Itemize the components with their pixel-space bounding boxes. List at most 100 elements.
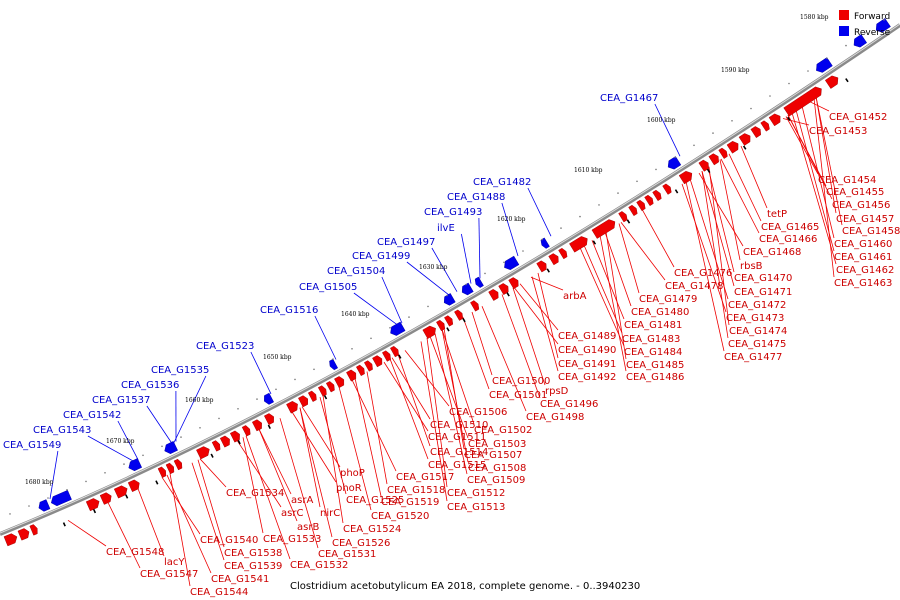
forward-gene-label: CEA_G1458 — [842, 226, 900, 237]
reverse-gene-label: CEA_G1493 — [424, 207, 482, 218]
kbp-minor-tick — [807, 70, 809, 72]
forward-leader-line — [366, 371, 388, 485]
forward-gene-label: CEA_G1456 — [832, 200, 890, 211]
forward-leader-line — [681, 183, 727, 313]
forward-gene-label: CEA_G1489 — [558, 331, 616, 342]
svg-text:CEA_G1471: CEA_G1471 — [734, 287, 792, 298]
svg-text:CEA_G1497: CEA_G1497 — [377, 237, 435, 248]
svg-text:CEA_G1519: CEA_G1519 — [381, 497, 439, 508]
reverse-gene-arrow — [390, 321, 406, 336]
svg-text:CEA_G1504: CEA_G1504 — [327, 266, 385, 277]
svg-text:CEA_G1467: CEA_G1467 — [600, 93, 658, 104]
legend-forward-swatch — [839, 10, 849, 20]
svg-text:tetP: tetP — [767, 209, 787, 220]
kbp-minor-tick — [655, 168, 657, 171]
forward-gene-arrow — [298, 395, 308, 408]
forward-leader-line — [808, 100, 830, 112]
reverse-gene-label: CEA_G1537 — [92, 395, 150, 406]
kbp-minor-tick — [256, 398, 258, 400]
reverse-gene-label: CEA_G1504 — [327, 266, 385, 277]
kbp-minor-tick — [123, 463, 125, 465]
forward-leader-line — [740, 145, 768, 209]
forward-leader-line — [434, 333, 468, 475]
forward-gene-label: CEA_G1531 — [318, 549, 376, 560]
forward-leader-line — [319, 396, 347, 495]
forward-gene-arrow — [325, 381, 335, 393]
forward-gene-arrow — [382, 350, 391, 362]
forward-gene-label: CEA_G1492 — [558, 372, 616, 383]
svg-text:CEA_G1509: CEA_G1509 — [467, 475, 525, 486]
forward-gene-label: CEA_G1476 — [674, 268, 732, 279]
reverse-gene-arrow — [329, 358, 339, 371]
kbp-minor-tick — [389, 327, 391, 329]
forward-gene-arrow — [307, 390, 317, 402]
forward-gene-label: CEA_G1514 — [430, 447, 488, 458]
forward-gene-label: CEA_G1534 — [226, 488, 284, 499]
forward-gene-label: CEA_G1465 — [761, 222, 819, 233]
forward-leader-line — [813, 97, 835, 278]
legend: Forward Reverse — [839, 10, 891, 38]
svg-text:CEA_G1539: CEA_G1539 — [224, 561, 282, 572]
kbp-tick-label: 1600 kbp — [647, 117, 676, 124]
kbp-minor-tick — [788, 82, 790, 85]
forward-gene-arrow — [127, 479, 140, 492]
forward-gene-label: CEA_G1515 — [428, 460, 486, 471]
svg-text:CEA_G1547: CEA_G1547 — [140, 569, 198, 580]
svg-text:CEA_G1517: CEA_G1517 — [396, 472, 454, 483]
forward-leader-line — [199, 458, 227, 488]
svg-text:CEA_G1534: CEA_G1534 — [226, 488, 284, 499]
svg-text:CEA_G1503: CEA_G1503 — [468, 439, 526, 450]
feature-mark — [706, 168, 711, 173]
forward-gene-label: CEA_G1490 — [558, 345, 616, 356]
kbp-minor-tick — [294, 378, 296, 381]
kbp-tick-label: 1610 kbp — [574, 167, 603, 174]
kbp-minor-tick — [66, 489, 68, 491]
forward-gene-arrow — [698, 159, 709, 172]
forward-leader-line — [236, 440, 282, 508]
forward-leader-line — [322, 395, 344, 524]
forward-gene-arrow — [3, 533, 18, 547]
forward-gene-label: CEA_G1544 — [190, 587, 248, 598]
forward-leader-line — [462, 317, 490, 390]
feature-mark — [92, 508, 97, 514]
kbp-minor-tick — [85, 480, 87, 483]
forward-leader-line — [701, 170, 735, 287]
forward-gene-label: CEA_G1470 — [734, 273, 792, 284]
svg-text:CEA_G1499: CEA_G1499 — [352, 251, 410, 262]
reverse-gene-arrow — [51, 490, 72, 507]
forward-gene-label: CEA_G1475 — [728, 339, 786, 350]
feature-mark — [787, 116, 791, 121]
forward-leader-line — [351, 379, 397, 472]
kbp-minor-tick — [617, 192, 619, 194]
svg-text:CEA_G1512: CEA_G1512 — [447, 488, 505, 499]
forward-gene-label: CEA_G1538 — [224, 548, 282, 559]
svg-text:CEA_G1515: CEA_G1515 — [428, 460, 486, 471]
forward-leader-line — [815, 96, 837, 214]
svg-text:CEA_G1493: CEA_G1493 — [424, 207, 482, 218]
forward-leader-line — [391, 357, 431, 420]
forward-leader-line — [299, 407, 333, 538]
reverse-gene-label: CEA_G1535 — [151, 365, 209, 376]
reverse-gene-label: CEA_G1536 — [121, 380, 179, 391]
kbp-minor-tick — [465, 283, 467, 286]
svg-text:CEA_G1524: CEA_G1524 — [343, 524, 401, 535]
forward-leader-line — [169, 473, 191, 587]
feature-mark — [506, 292, 510, 297]
kbp-minor-tick — [180, 436, 182, 438]
reverse-gene-label: CEA_G1543 — [33, 425, 91, 436]
svg-text:CEA_G1473: CEA_G1473 — [726, 313, 784, 324]
forward-leader-line — [530, 276, 564, 291]
forward-gene-arrow — [422, 325, 436, 339]
svg-text:CEA_G1532: CEA_G1532 — [290, 560, 348, 571]
kbp-minor-tick — [237, 408, 239, 410]
forward-gene-label: asrA — [291, 495, 313, 506]
svg-text:CEA_G1491: CEA_G1491 — [558, 359, 616, 370]
forward-leader-line — [191, 462, 225, 561]
svg-text:CEA_G1549: CEA_G1549 — [3, 440, 61, 451]
forward-gene-label: CEA_G1484 — [624, 347, 682, 358]
svg-text:CEA_G1483: CEA_G1483 — [622, 334, 680, 345]
svg-text:CEA_G1488: CEA_G1488 — [447, 192, 505, 203]
forward-gene-arrow — [229, 430, 240, 443]
svg-text:CEA_G1474: CEA_G1474 — [729, 326, 787, 337]
kbp-tick-label: 1620 kbp — [497, 216, 526, 223]
